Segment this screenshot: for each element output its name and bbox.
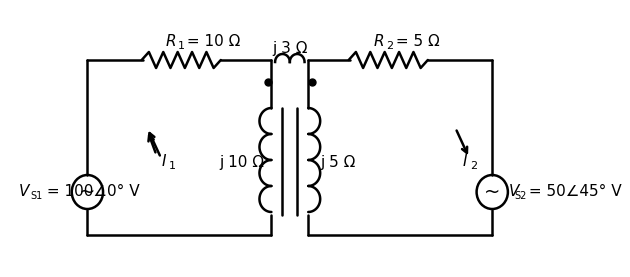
Text: j 3 Ω: j 3 Ω: [272, 40, 307, 55]
Text: = 10 Ω: = 10 Ω: [182, 35, 241, 50]
Text: 1: 1: [169, 161, 176, 171]
Text: ~: ~: [79, 183, 96, 201]
Text: V: V: [509, 184, 519, 199]
Text: = 50∠45° V: = 50∠45° V: [524, 184, 621, 199]
Text: R: R: [165, 35, 176, 50]
FancyArrowPatch shape: [457, 130, 467, 153]
Text: I: I: [462, 155, 467, 170]
Text: I: I: [161, 155, 166, 170]
Text: ~: ~: [484, 183, 500, 201]
Text: V: V: [19, 184, 30, 199]
Text: = 5 Ω: = 5 Ω: [391, 35, 440, 50]
Text: = 100∠0° V: = 100∠0° V: [42, 184, 140, 199]
Text: S1: S1: [30, 191, 43, 201]
Text: j 10 Ω: j 10 Ω: [219, 155, 265, 170]
Text: R: R: [374, 35, 384, 50]
Text: 2: 2: [470, 161, 478, 171]
Text: 1: 1: [178, 41, 185, 51]
Text: S2: S2: [514, 191, 527, 201]
Text: 2: 2: [386, 41, 394, 51]
FancyArrowPatch shape: [149, 133, 160, 155]
Text: j 5 Ω: j 5 Ω: [320, 155, 355, 170]
